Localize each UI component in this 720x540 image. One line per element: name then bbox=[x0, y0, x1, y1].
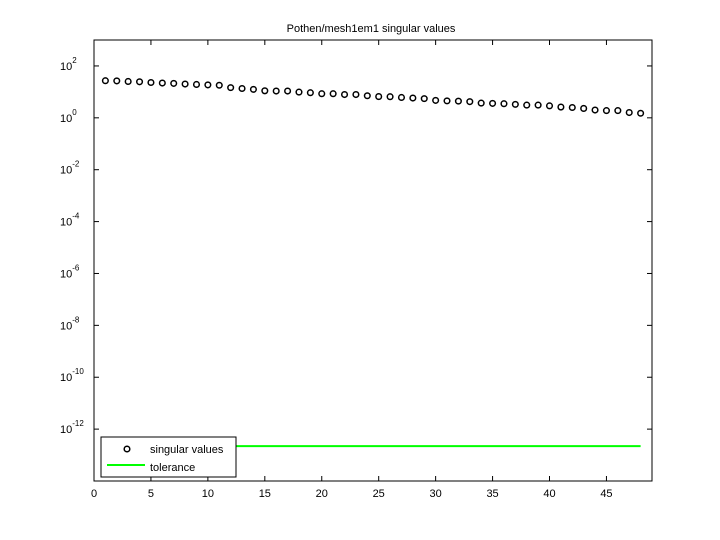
singular-values-series bbox=[101, 77, 645, 117]
y-tick-base: 10 bbox=[60, 165, 72, 177]
singular-value-point bbox=[272, 87, 280, 95]
singular-value-point bbox=[375, 93, 383, 101]
singular-value-point bbox=[534, 101, 542, 109]
y-tick-base: 10 bbox=[60, 268, 72, 280]
y-tick-exponent: -8 bbox=[72, 315, 80, 324]
y-tick-base: 10 bbox=[60, 424, 72, 436]
singular-value-point bbox=[170, 79, 178, 87]
singular-value-point bbox=[295, 88, 303, 96]
x-tick-label: 0 bbox=[91, 488, 97, 500]
y-tick-base: 10 bbox=[60, 372, 72, 384]
singular-value-point bbox=[181, 80, 189, 88]
y-tick-label: 10-12 bbox=[60, 419, 84, 436]
y-tick-label: 10-6 bbox=[60, 263, 80, 280]
y-tick-label: 10-10 bbox=[60, 367, 84, 384]
singular-value-point bbox=[204, 81, 212, 89]
legend-marker-singular-values bbox=[123, 445, 131, 453]
x-tick-label: 10 bbox=[202, 488, 214, 500]
y-tick-base: 10 bbox=[60, 320, 72, 332]
singular-value-point bbox=[101, 77, 109, 85]
singular-value-point bbox=[113, 77, 121, 85]
y-tick-exponent: -10 bbox=[72, 367, 84, 376]
singular-value-point bbox=[580, 104, 588, 112]
chart-title: Pothen/mesh1em1 singular values bbox=[287, 23, 456, 35]
singular-value-point bbox=[614, 107, 622, 115]
singular-value-point bbox=[454, 97, 462, 105]
singular-value-point bbox=[227, 84, 235, 92]
x-tick-label: 45 bbox=[600, 488, 612, 500]
singular-value-point bbox=[363, 92, 371, 100]
singular-value-point bbox=[500, 100, 508, 108]
singular-value-point bbox=[124, 77, 132, 86]
singular-value-point bbox=[625, 108, 633, 117]
y-tick-label: 100 bbox=[60, 108, 77, 125]
singular-value-point bbox=[318, 90, 326, 98]
singular-value-point bbox=[192, 80, 201, 89]
y-tick-base: 10 bbox=[60, 217, 72, 229]
singular-value-point bbox=[409, 94, 417, 102]
singular-value-point bbox=[477, 99, 485, 107]
y-tick-base: 10 bbox=[60, 113, 72, 125]
singular-value-point bbox=[523, 101, 531, 109]
singular-value-point bbox=[397, 93, 406, 102]
singular-value-point bbox=[591, 106, 599, 114]
singular-value-point bbox=[466, 98, 474, 106]
singular-value-point bbox=[238, 84, 246, 93]
x-tick-label: 30 bbox=[430, 488, 442, 500]
y-tick-label: 102 bbox=[60, 56, 77, 73]
x-tick-label: 25 bbox=[373, 488, 385, 500]
singular-value-point bbox=[489, 99, 497, 107]
y-tick-exponent: -12 bbox=[72, 419, 84, 428]
y-tick-exponent: -2 bbox=[72, 160, 80, 169]
singular-value-point bbox=[136, 78, 144, 86]
y-tick-label: 10-8 bbox=[60, 315, 80, 332]
y-tick-exponent: 2 bbox=[72, 56, 77, 65]
plot-frame bbox=[93, 39, 653, 482]
x-axis: 0 5 10 15 20 25 30 35 40 45 bbox=[91, 40, 613, 500]
singular-value-point bbox=[420, 95, 428, 103]
singular-value-point bbox=[306, 89, 314, 97]
singular-value-point bbox=[340, 90, 349, 99]
y-tick-exponent: -4 bbox=[72, 212, 80, 221]
singular-value-point bbox=[545, 102, 554, 110]
y-tick-base: 10 bbox=[60, 61, 72, 73]
x-tick-label: 5 bbox=[148, 488, 154, 500]
legend: singular values tolerance bbox=[100, 436, 237, 478]
singular-value-point bbox=[386, 93, 394, 101]
y-tick-label: 10-4 bbox=[60, 212, 80, 229]
singular-value-point bbox=[511, 100, 519, 108]
singular-value-point bbox=[602, 107, 610, 115]
singular-value-point bbox=[158, 79, 166, 87]
singular-value-point bbox=[249, 85, 257, 93]
legend-box bbox=[100, 436, 237, 478]
legend-label-singular-values: singular values bbox=[150, 444, 224, 456]
singular-value-point bbox=[557, 103, 565, 111]
singular-value-point bbox=[352, 90, 360, 99]
y-tick-exponent: -6 bbox=[72, 263, 80, 272]
x-tick-label: 20 bbox=[316, 488, 328, 500]
x-tick-label: 35 bbox=[486, 488, 498, 500]
singular-value-point bbox=[637, 109, 645, 117]
singular-value-point bbox=[215, 81, 223, 89]
singular-value-point bbox=[261, 87, 269, 95]
singular-value-point bbox=[443, 97, 451, 105]
singular-value-point bbox=[284, 87, 292, 95]
x-tick-label: 40 bbox=[543, 488, 555, 500]
singular-value-point bbox=[329, 90, 337, 98]
y-tick-exponent: 0 bbox=[72, 108, 77, 117]
legend-label-tolerance: tolerance bbox=[150, 462, 195, 474]
singular-value-point bbox=[568, 103, 576, 112]
y-tick-label: 10-2 bbox=[60, 160, 80, 177]
singular-value-point bbox=[147, 78, 155, 87]
singular-value-point bbox=[432, 96, 440, 104]
x-tick-label: 15 bbox=[259, 488, 271, 500]
